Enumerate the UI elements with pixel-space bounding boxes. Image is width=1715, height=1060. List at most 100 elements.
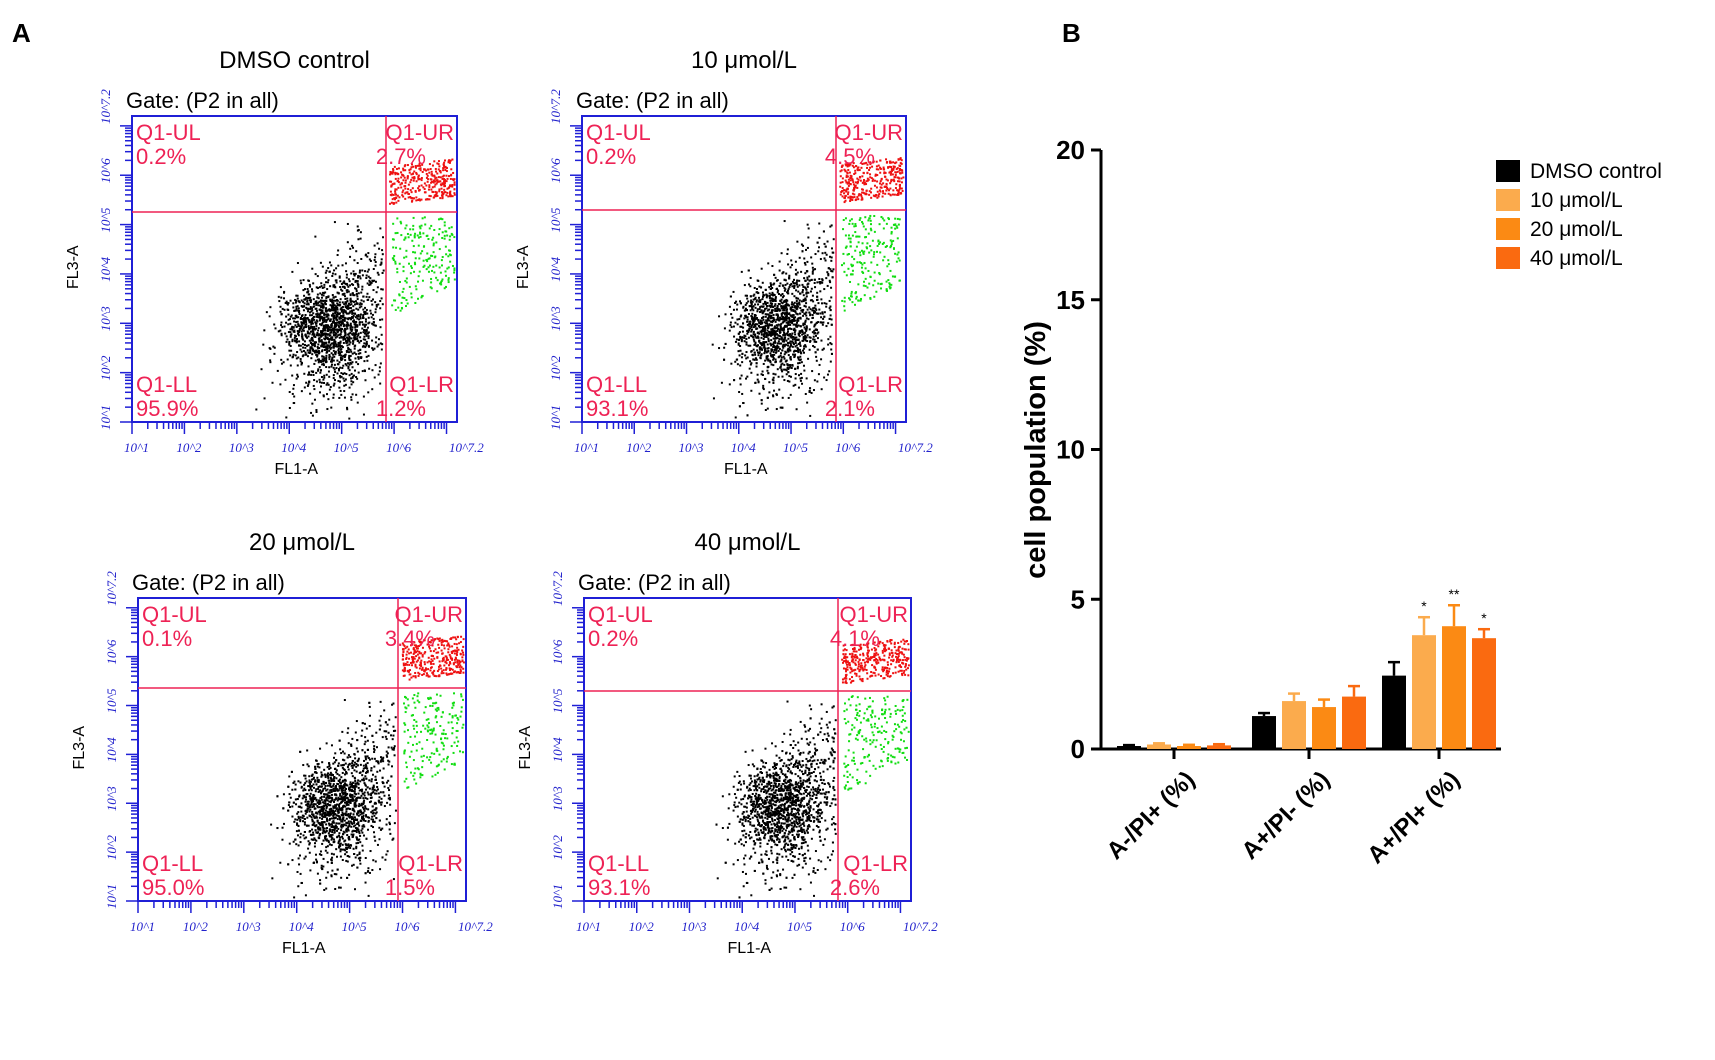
event-dot-lr [889, 239, 892, 242]
event-dot [343, 356, 346, 359]
event-dot [357, 308, 360, 311]
event-dot-lr [883, 255, 886, 258]
event-dot [780, 337, 783, 340]
event-dot [791, 320, 794, 323]
event-dot [321, 305, 324, 308]
event-dot [823, 302, 826, 305]
event-dot [750, 315, 753, 318]
event-dot [824, 259, 827, 262]
event-dot [333, 382, 336, 385]
event-dot [830, 224, 833, 227]
event-dot-ur [433, 174, 436, 177]
event-dot [796, 319, 799, 322]
event-dot [367, 337, 370, 340]
event-dot [804, 339, 807, 342]
event-dot-ur [847, 184, 850, 187]
event-dot [315, 286, 318, 289]
event-dot [829, 314, 832, 317]
event-dot [804, 297, 807, 300]
event-dot-ur [415, 180, 418, 183]
event-dot [316, 763, 319, 766]
event-dot-ur [415, 171, 418, 174]
event-dot-ur [436, 181, 439, 184]
event-dot [312, 305, 315, 308]
event-dot [752, 326, 755, 329]
event-dot-ur [412, 172, 415, 175]
event-dot [331, 275, 334, 278]
event-dot [766, 396, 769, 399]
event-dot [813, 340, 816, 343]
event-dot-lr [410, 265, 413, 268]
event-dot-ur [417, 178, 420, 181]
event-dot [760, 342, 763, 345]
event-dot [829, 281, 832, 284]
event-dot [322, 324, 325, 327]
event-dot [373, 347, 376, 350]
event-dot [766, 305, 769, 308]
event-dot [302, 300, 305, 303]
event-dot [801, 333, 804, 336]
event-dot [352, 319, 355, 322]
event-dot [293, 309, 296, 312]
event-dot [771, 309, 774, 312]
event-dot [316, 312, 319, 315]
event-dot-lr [858, 261, 861, 264]
event-dot [324, 307, 327, 310]
event-dot [335, 279, 338, 282]
event-dot [317, 329, 320, 332]
event-dot [320, 285, 323, 288]
event-dot-lr [412, 245, 415, 248]
event-dot-lr [430, 277, 433, 280]
event-dot-lr [869, 219, 872, 222]
event-dot [765, 296, 768, 299]
event-dot [821, 281, 824, 284]
event-dot [326, 318, 329, 321]
event-dot [309, 285, 312, 288]
event-dot [299, 872, 302, 875]
event-dot [828, 307, 831, 310]
event-dot [344, 353, 347, 356]
event-dot [813, 281, 816, 284]
event-dot [797, 332, 800, 335]
event-dot [765, 293, 768, 296]
event-dot [773, 348, 776, 351]
event-dot [794, 353, 797, 356]
event-dot-lr [879, 251, 882, 254]
event-dot [754, 318, 757, 321]
event-dot [812, 389, 815, 392]
event-dot [808, 390, 811, 393]
event-dot-ur [443, 188, 446, 191]
event-dot-ur [851, 164, 854, 167]
event-dot [752, 305, 755, 308]
event-dot [319, 385, 322, 388]
event-dot-lr [443, 234, 446, 237]
event-dot-ur [893, 193, 896, 196]
event-dot-ur [409, 195, 412, 198]
event-dot [806, 401, 809, 404]
event-dot [770, 350, 773, 353]
event-dot-ur [845, 190, 848, 193]
event-dot [782, 346, 785, 349]
event-dot [342, 341, 345, 344]
event-dot [359, 317, 362, 320]
event-dot-ur [409, 168, 412, 171]
event-dot-ur [866, 163, 869, 166]
event-dot [317, 369, 320, 372]
event-dot [323, 327, 326, 330]
event-dot-ur [902, 176, 905, 179]
event-dot [321, 319, 324, 322]
event-dot [345, 270, 348, 273]
event-dot-lr [871, 239, 874, 242]
event-dot-ur [898, 180, 901, 183]
event-dot [369, 282, 372, 285]
event-dot [300, 363, 303, 366]
event-dot [314, 335, 317, 338]
event-dot-lr [446, 267, 449, 270]
event-dot [305, 321, 308, 324]
event-dot-lr [425, 235, 428, 238]
x-tick-label: 10^6 [835, 440, 860, 455]
event-dot [367, 252, 370, 255]
event-dot [740, 374, 743, 377]
event-dot-lr [864, 216, 867, 219]
event-dot [809, 314, 812, 317]
